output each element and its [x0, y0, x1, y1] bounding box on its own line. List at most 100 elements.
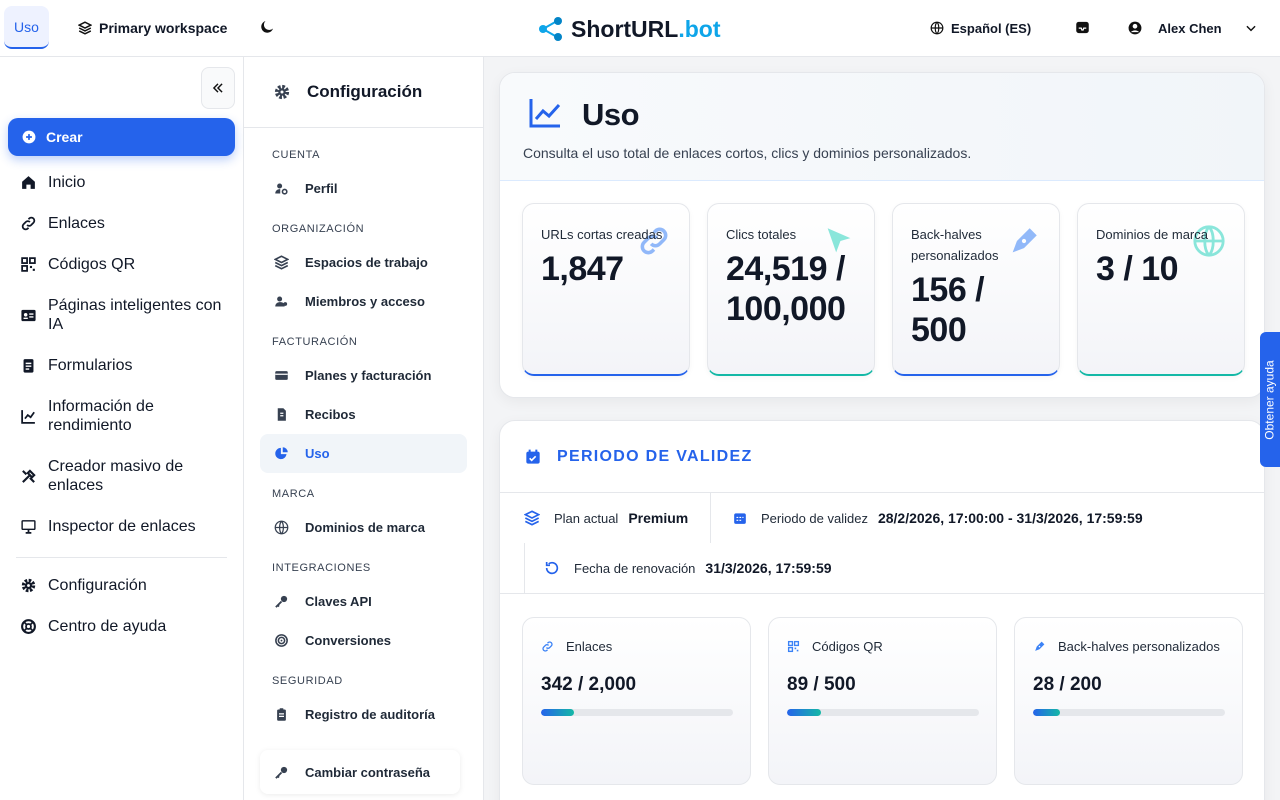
settings-item[interactable]: Espacios de trabajo — [260, 243, 467, 282]
icon-part — [22, 521, 35, 529]
icon — [274, 368, 289, 383]
icon-part — [275, 371, 288, 380]
icon-part — [23, 359, 34, 373]
icon-part — [27, 584, 30, 587]
menu-item[interactable]: Páginas inteligentes con IA — [0, 285, 243, 345]
settings-label: Dominios de marca — [305, 520, 425, 535]
stat-label: Dominios de marca — [1096, 227, 1208, 242]
collapse-button[interactable] — [201, 67, 235, 109]
icon-part — [23, 312, 34, 319]
settings-item[interactable]: Recibos — [260, 395, 467, 434]
theme-toggle[interactable] — [258, 18, 276, 36]
icon-part — [23, 621, 34, 632]
menu-item[interactable]: Inicio — [0, 162, 243, 203]
settings-item[interactable]: Perfil — [260, 169, 467, 208]
usage-header: Back-halves personalizados — [1033, 636, 1224, 657]
icon — [274, 84, 290, 100]
language-switcher[interactable]: Español (ES) — [930, 18, 1031, 38]
icon-part — [1021, 238, 1027, 244]
workspace-switcher[interactable]: Primary workspace — [78, 18, 227, 38]
icon-part — [21, 216, 36, 231]
icon-part — [21, 257, 36, 272]
stat-card: Dominios de marca 3 / 10 — [1077, 203, 1245, 376]
stat-card: Clics totales 24,519 / 100,000 — [707, 203, 875, 376]
settings-item[interactable]: Conversiones — [260, 621, 467, 660]
menu-item[interactable]: Códigos QR — [0, 244, 243, 285]
settings-item[interactable]: Planes y facturación — [260, 356, 467, 395]
icon-part — [22, 176, 35, 189]
icon — [20, 468, 38, 485]
icon-part — [277, 708, 286, 721]
plan-value: Premium — [628, 510, 689, 526]
usage-card: Back-halves personalizados 28 / 200 — [1014, 617, 1243, 785]
separator — [710, 493, 711, 543]
icon — [274, 520, 289, 535]
logo-text: ShortURL.bot — [571, 16, 720, 43]
help-label: Obtener ayuda — [1263, 359, 1278, 440]
logo-icon — [539, 17, 562, 41]
settings-item[interactable]: Dominios de marca — [260, 508, 467, 547]
icon-part — [274, 255, 289, 270]
menu-label: Códigos QR — [48, 256, 136, 273]
settings-item[interactable]: Cambiar contraseña — [260, 750, 460, 794]
menu-item[interactable]: Información de rendimiento — [0, 386, 243, 446]
menu-item[interactable]: Enlaces — [0, 203, 243, 244]
progress-fill — [541, 709, 574, 716]
menu-item[interactable]: Configuración — [0, 565, 243, 606]
usage-label: Códigos QR — [812, 639, 883, 654]
stat-label: URLs cortas creadas — [541, 227, 663, 242]
usage-label: Back-halves personalizados — [1058, 639, 1220, 654]
menu-item[interactable]: Formularios — [0, 345, 243, 386]
stat-card: Back-halves personalizados 156 / 500 — [892, 203, 1060, 376]
icon — [20, 618, 38, 635]
user-name: Alex Chen — [1158, 20, 1222, 36]
user-menu[interactable]: Alex Chen — [1128, 18, 1258, 38]
icon-part — [274, 255, 289, 270]
icon-part — [275, 447, 287, 460]
icon — [541, 636, 554, 657]
icon-part — [282, 447, 288, 453]
icon-part — [277, 408, 286, 421]
settings-label: Claves API — [305, 594, 372, 609]
icon-part — [29, 257, 36, 264]
stat-card: URLs cortas creadas 1,847 — [522, 203, 690, 376]
menu-label: Creador masivo de enlaces — [48, 458, 184, 494]
settings-label: Conversiones — [305, 633, 391, 648]
icon-part — [787, 640, 794, 647]
menu-item[interactable]: Creador masivo de enlaces — [0, 446, 243, 506]
settings-item[interactable]: Claves API — [260, 582, 467, 621]
icon-part — [277, 296, 283, 302]
active-tab[interactable]: Uso — [4, 6, 49, 49]
icon-part — [261, 21, 273, 33]
progress-fill — [787, 709, 822, 716]
section-heading: MARCA — [272, 488, 315, 500]
create-button[interactable]: Crear — [8, 118, 235, 156]
icon-part — [1035, 641, 1045, 651]
settings-item[interactable]: Uso — [260, 434, 467, 473]
usage-header: Enlaces — [541, 636, 732, 657]
settings-item[interactable]: Registro de auditoría — [260, 695, 467, 734]
menu-item[interactable]: Centro de ayuda — [0, 606, 243, 647]
top-bar: Uso Primary workspace ShortURL.bot Españ… — [0, 0, 1280, 57]
stat-value: 24,519 / 100,000 — [726, 250, 846, 328]
page-title: Uso — [582, 97, 640, 132]
icon — [274, 594, 289, 609]
icon-part — [21, 619, 36, 634]
usage-card: Códigos QR 89 / 500 — [768, 617, 997, 785]
help-tab[interactable]: Obtener ayuda — [1260, 332, 1280, 467]
workspace-name: Primary workspace — [99, 20, 228, 36]
logo[interactable]: ShortURL.bot — [537, 14, 720, 44]
settings-item[interactable]: Miembros y acceso — [260, 282, 467, 321]
icon-part — [29, 265, 33, 269]
icon-part — [796, 649, 799, 652]
section-heading: SEGURIDAD — [272, 675, 343, 687]
icon-part — [1076, 21, 1089, 34]
icon-part — [554, 17, 562, 25]
period-row: Periodo de validez 28/2/2026, 17:00:00 -… — [733, 510, 1143, 526]
icon — [212, 83, 223, 93]
usage-value: 28 / 200 — [1033, 674, 1102, 695]
icon — [20, 408, 38, 425]
menu-item[interactable]: Inspector de enlaces — [0, 506, 243, 547]
inbox-button[interactable] — [1075, 20, 1090, 35]
settings-header: Configuración — [244, 57, 483, 128]
